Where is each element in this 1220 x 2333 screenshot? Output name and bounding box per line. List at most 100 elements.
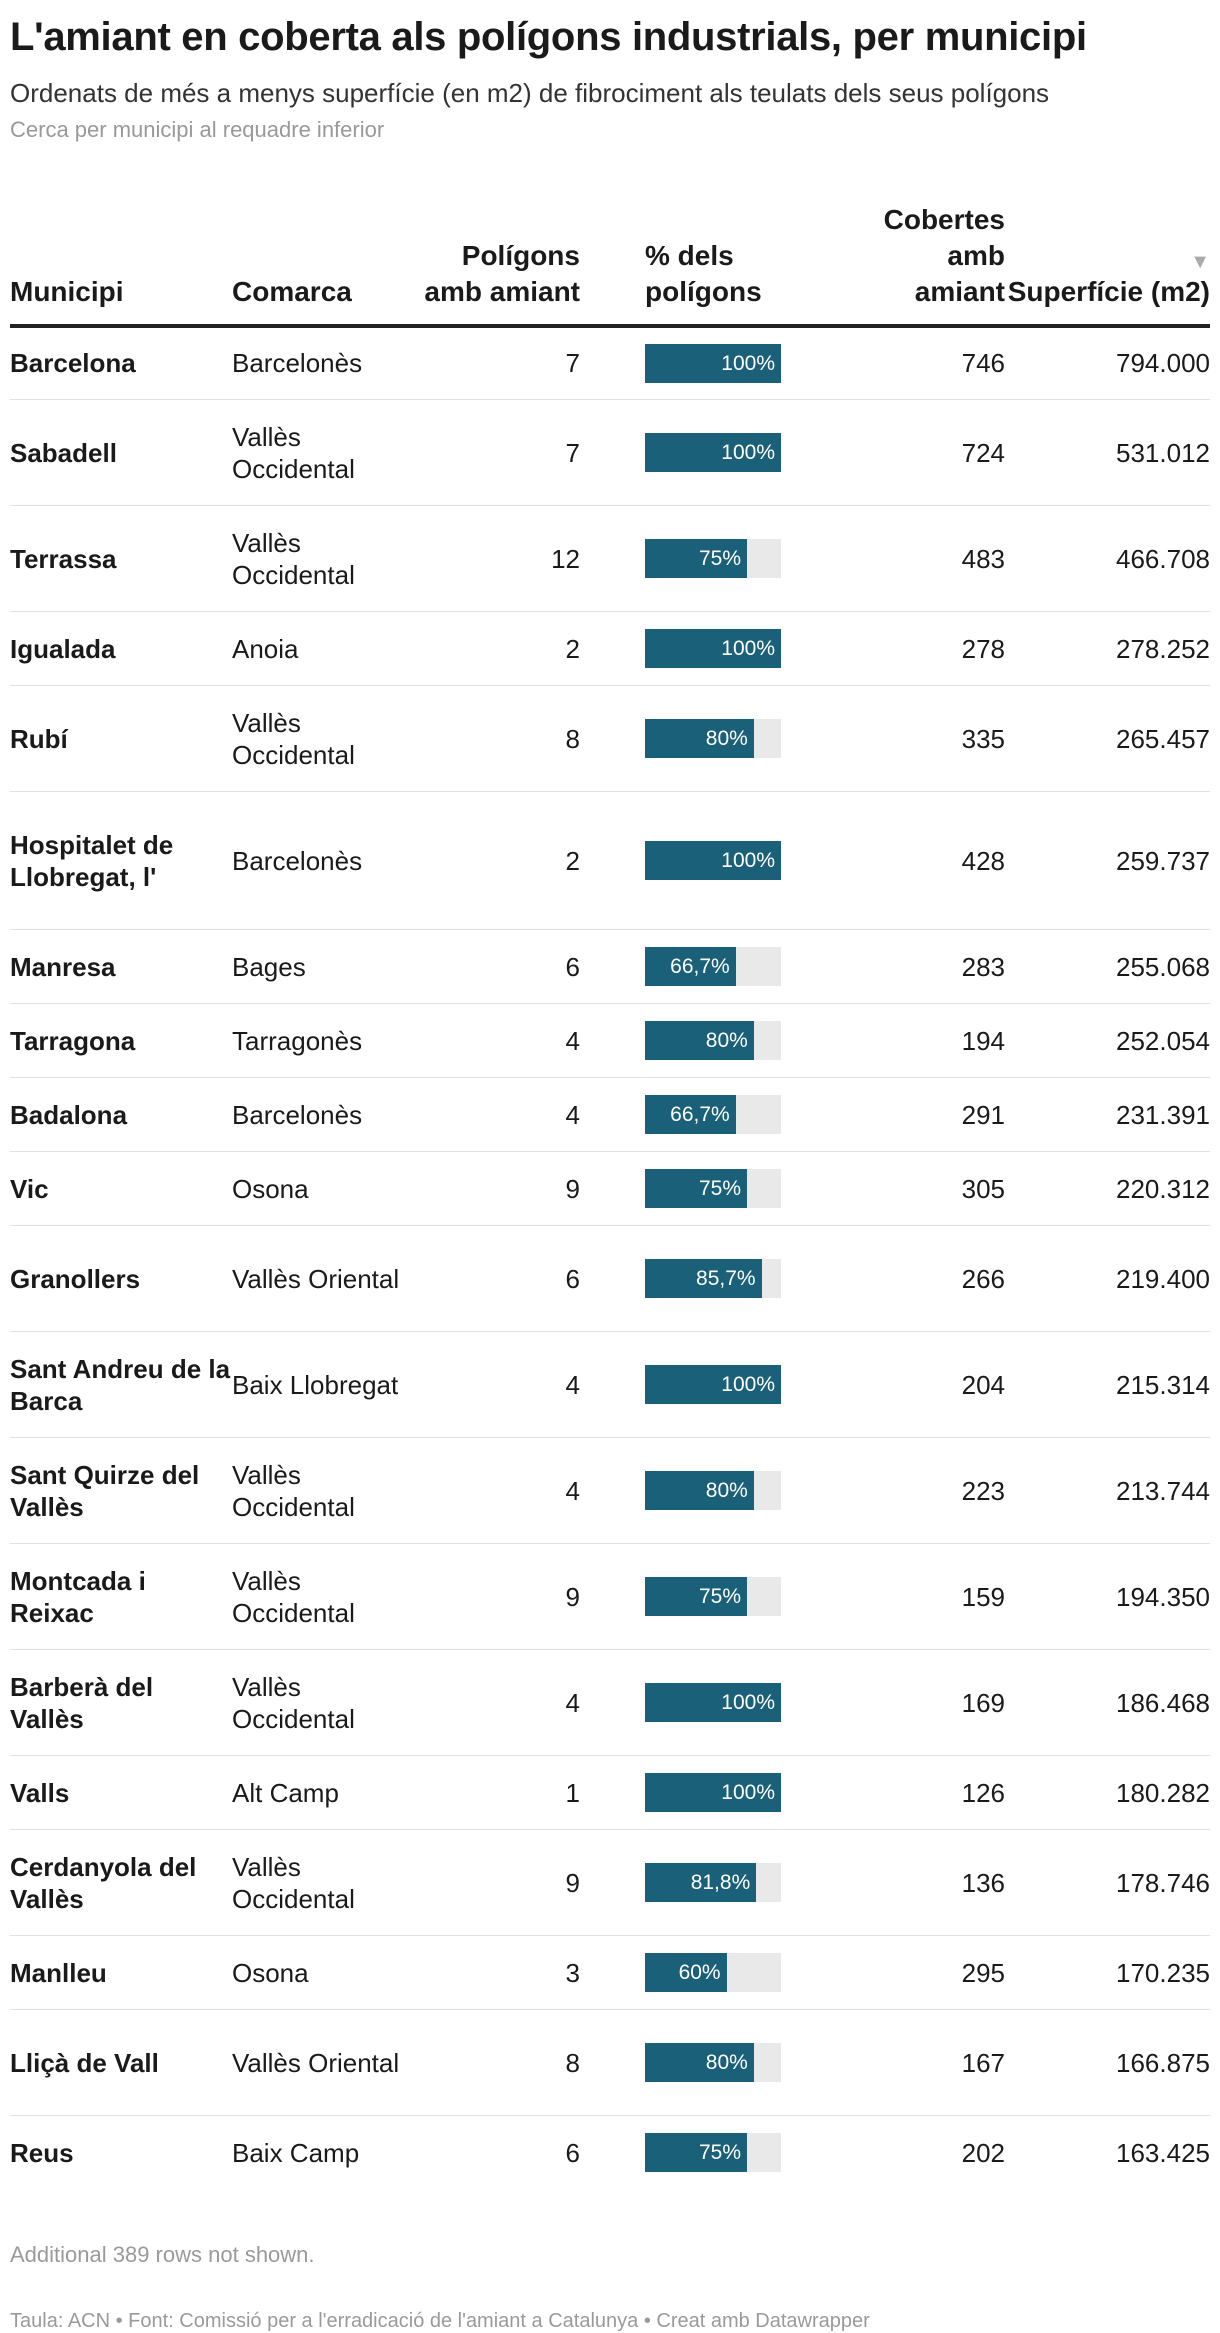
bar-label: 75%	[698, 1177, 741, 1201]
cell-cobertes: 428	[961, 845, 1005, 876]
column-header-cobertes[interactable]: Cobertes amb amiant	[855, 202, 1005, 326]
chart-container: L'amiant en coberta als polígons industr…	[0, 10, 1220, 2333]
cell-poligons: 4	[565, 1687, 580, 1718]
cell-comarca: Osona	[232, 1173, 309, 1204]
sort-descending-icon: ▼	[1190, 250, 1210, 273]
chart-title: L'amiant en coberta als polígons industr…	[10, 15, 1087, 59]
column-header-pct[interactable]: % dels polígons	[645, 202, 855, 326]
table-row: Lliçà de Vall Vallès Oriental 8 80% 167 166.8…	[10, 2010, 1210, 2116]
bar-label: 81,8%	[690, 1871, 751, 1895]
cell-gap	[580, 1152, 645, 1226]
table-body: Barcelona Barcelonès 7 100% 746 794.000 Sabade…	[10, 326, 1210, 2190]
bar-track: 75%	[645, 1577, 781, 1617]
table-row: Hospitalet de Llobregat, l' Barcelonès 2 10…	[10, 792, 1210, 930]
cell-gap	[580, 400, 645, 506]
footer-credits: Taula: ACN • Font: Comissió per a l'erra…	[10, 2309, 870, 2332]
bar-label: 66,7%	[670, 1103, 730, 1127]
table-row: Manresa Bages 6 66,7% 283 255.068	[10, 930, 1210, 1004]
cell-poligons: 6	[565, 1263, 580, 1294]
table-row: Cerdanyola del Vallès Vallès Occidental 9 8…	[10, 1830, 1210, 1936]
bar-track: 81,8%	[645, 1863, 781, 1903]
cell-cobertes: 724	[961, 437, 1005, 468]
cell-superficie: 220.312	[1116, 1173, 1210, 1204]
column-header-poligons-label: Polígons amb amiant	[424, 239, 580, 307]
bar-fill	[645, 1953, 727, 1993]
cell-pct: 100%	[645, 1756, 855, 1830]
column-header-municipi[interactable]: Municipi	[10, 275, 124, 307]
cell-poligons: 1	[565, 1777, 580, 1808]
cell-cobertes: 194	[961, 1025, 1005, 1056]
cell-pct: 100%	[645, 326, 855, 400]
cell-poligons: 7	[565, 437, 580, 468]
rows-not-shown-note: Additional 389 rows not shown.	[10, 2241, 315, 2267]
cell-municipi: Manlleu	[10, 1957, 107, 1988]
bar-track: 80%	[645, 1471, 781, 1511]
bar-label: 100%	[721, 1781, 775, 1805]
cell-gap	[580, 686, 645, 792]
cell-municipi: Sant Andreu de la Barca	[10, 1353, 231, 1416]
cell-gap	[580, 1226, 645, 1332]
cell-superficie: 178.746	[1116, 1867, 1210, 1898]
table-row: Granollers Vallès Oriental 6 85,7% 266 219.40…	[10, 1226, 1210, 1332]
bar-fill	[645, 629, 781, 669]
cell-cobertes: 266	[961, 1263, 1005, 1294]
table-header-row: Municipi Comarca Polígons amb amiant % d…	[10, 202, 1210, 326]
cell-municipi: Reus	[10, 2137, 74, 2168]
column-header-comarca[interactable]: Comarca	[232, 275, 352, 307]
cell-pct: 80%	[645, 1004, 855, 1078]
cell-municipi: Barberà del Vallès	[10, 1671, 154, 1734]
bar-fill	[645, 343, 781, 383]
cell-municipi: Cerdanyola del Vallès	[10, 1851, 197, 1914]
cell-gap	[580, 2116, 645, 2190]
cell-cobertes: 295	[961, 1957, 1005, 1988]
cell-pct: 60%	[645, 1936, 855, 2010]
bar-fill	[645, 841, 781, 881]
cell-poligons: 4	[565, 1475, 580, 1506]
bar-label: 85,7%	[696, 1267, 756, 1291]
cell-cobertes: 169	[961, 1687, 1005, 1718]
cell-cobertes: 746	[961, 348, 1005, 379]
cell-poligons: 9	[565, 1173, 580, 1204]
cell-comarca: Vallès Occidental	[232, 527, 355, 590]
column-header-cobertes-label: Cobertes amb amiant	[883, 203, 1005, 307]
table-row: Barberà del Vallès Vallès Occidental 4 100%…	[10, 1650, 1210, 1756]
cell-municipi: Vic	[10, 1173, 49, 1204]
cell-cobertes: 335	[961, 723, 1005, 754]
cell-cobertes: 204	[961, 1369, 1005, 1400]
bar-label: 100%	[721, 1373, 775, 1397]
cell-gap	[580, 792, 645, 930]
bar-fill	[645, 1259, 762, 1299]
cell-poligons: 6	[565, 2137, 580, 2168]
column-header-poligons[interactable]: Polígons amb amiant	[415, 202, 580, 326]
cell-superficie: 259.737	[1116, 845, 1210, 876]
cell-poligons: 9	[565, 1581, 580, 1612]
bar-track: 80%	[645, 2043, 781, 2083]
cell-comarca: Vallès Occidental	[232, 1565, 355, 1628]
column-header-superficie[interactable]: ▼ Superfície (m2)	[1005, 202, 1210, 326]
cell-pct: 75%	[645, 1152, 855, 1226]
cell-poligons: 4	[565, 1369, 580, 1400]
bar-track: 100%	[645, 629, 781, 669]
cell-comarca: Vallès Occidental	[232, 421, 355, 484]
bar-fill	[645, 1021, 754, 1061]
cell-pct: 80%	[645, 686, 855, 792]
bar-fill	[645, 539, 747, 579]
cell-municipi: Hospitalet de Llobregat, l'	[10, 829, 174, 892]
table-row: Manlleu Osona 3 60% 295 170.235	[10, 1936, 1210, 2010]
cell-superficie: 531.012	[1116, 437, 1210, 468]
bar-fill	[645, 719, 754, 759]
cell-poligons: 6	[565, 951, 580, 982]
cell-comarca: Baix Camp	[232, 2137, 360, 2168]
bar-fill	[645, 2043, 754, 2083]
cell-comarca: Vallès Occidental	[232, 1671, 355, 1734]
bar-label: 60%	[678, 1961, 721, 1985]
bar-track: 60%	[645, 1953, 781, 1993]
cell-pct: 66,7%	[645, 1078, 855, 1152]
bar-label: 66,7%	[670, 955, 730, 979]
table-row: Terrassa Vallès Occidental 12 75% 483 466.708	[10, 506, 1210, 612]
bar-label: 100%	[721, 1691, 775, 1715]
cell-cobertes: 305	[961, 1173, 1005, 1204]
cell-superficie: 466.708	[1116, 543, 1210, 574]
cell-cobertes: 278	[961, 633, 1005, 664]
search-hint: Cerca per municipi al requadre inferior	[10, 117, 385, 143]
